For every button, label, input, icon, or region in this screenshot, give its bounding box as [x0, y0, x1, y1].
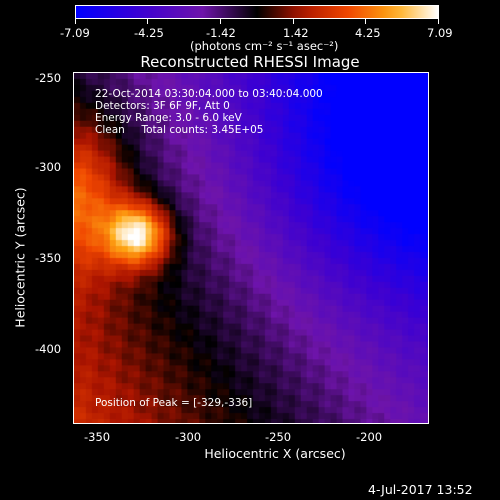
y-tick-label: -250	[35, 71, 62, 85]
annotation-energy-range: Energy Range: 3.0 - 6.0 keV	[95, 112, 242, 124]
colorbar-tick-label: 4.25	[355, 26, 381, 40]
x-tick-label: -200	[356, 430, 383, 444]
y-axis-label: Heliocentric Y (arcsec)	[12, 187, 28, 328]
colorbar-tick-label: -4.25	[134, 26, 164, 40]
colorbar-tick-mark	[147, 19, 148, 24]
timestamp: 4-Jul-2017 13:52	[368, 482, 473, 497]
colorbar-tick-label: -1.42	[206, 26, 236, 40]
colorbar-tick-mark	[293, 19, 294, 24]
colorbar-tick-mark	[220, 19, 221, 24]
annotation-clean-counts: Clean Total counts: 3.45E+05	[95, 124, 264, 136]
colorbar-tick-mark	[75, 19, 76, 24]
y-tick-label: -400	[35, 342, 62, 356]
chart-title: Reconstructed RHESSI Image	[140, 53, 360, 71]
annotation-peak-position: Position of Peak = [-329,-336]	[95, 397, 253, 409]
colorbar-tick-label: 1.42	[283, 26, 309, 40]
x-tick-label: -300	[175, 430, 202, 444]
plot-area	[73, 72, 429, 424]
colorbar-tick-label: 7.09	[427, 26, 453, 40]
colorbar-tick-label: -7.09	[60, 26, 90, 40]
colorbar	[75, 5, 439, 19]
y-tick-label: -350	[35, 251, 62, 265]
y-tick-label: -300	[35, 160, 62, 174]
annotation-detectors: Detectors: 3F 6F 9F, Att 0	[95, 100, 230, 112]
colorbar-tick-mark	[365, 19, 366, 24]
x-tick-label: -350	[84, 430, 111, 444]
x-tick-label: -250	[265, 430, 292, 444]
annotation-time-range: 22-Oct-2014 03:30:04.000 to 03:40:04.000	[95, 88, 323, 100]
heatmap-image	[74, 73, 428, 423]
colorbar-tick-mark	[438, 19, 439, 24]
colorbar-unit-label: (photons cm⁻² s⁻¹ asec⁻²)	[190, 39, 339, 53]
x-axis-label: Heliocentric X (arcsec)	[204, 446, 346, 461]
